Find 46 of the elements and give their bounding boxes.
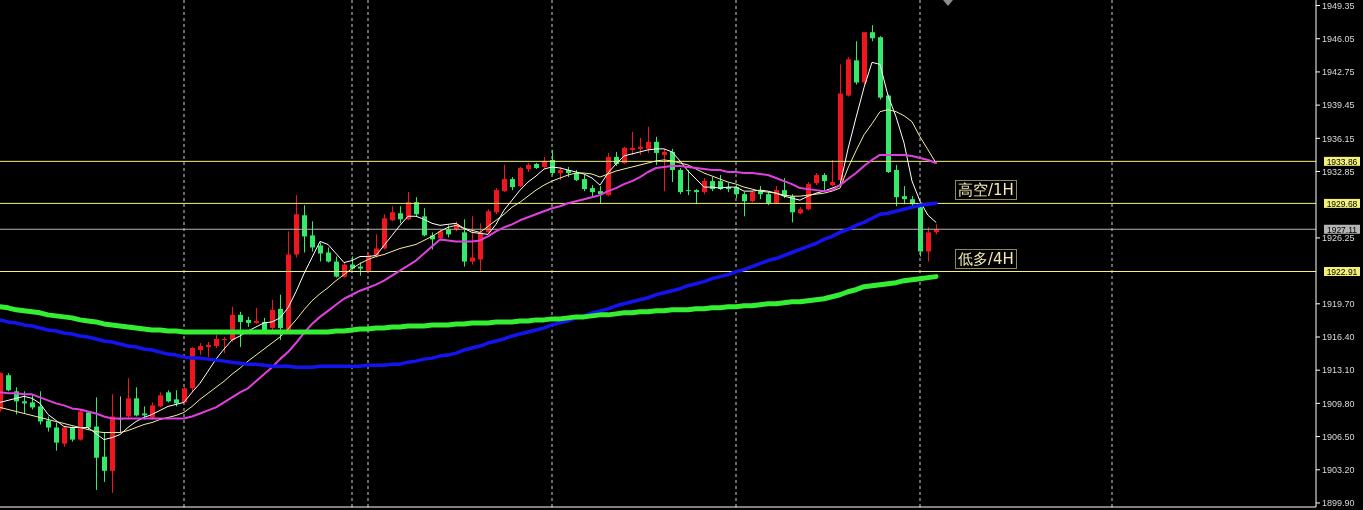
y-tick-label: 1936.15 (1322, 133, 1355, 144)
line-series (0, 153, 937, 420)
candlestick (126, 377, 131, 420)
candlestick (686, 169, 691, 196)
candlestick (662, 148, 667, 192)
candlestick (646, 126, 651, 154)
candlestick (238, 311, 243, 348)
candlestick (54, 422, 59, 452)
candlestick (318, 241, 323, 263)
candlestick (518, 166, 523, 188)
y-tick-label: 1909.80 (1322, 398, 1355, 409)
y-tick-label: 1903.20 (1322, 464, 1355, 475)
candlestick (926, 226, 931, 263)
candlestick (62, 426, 67, 448)
label-box: 低多/4H (955, 249, 1017, 269)
candlestick (6, 372, 11, 392)
candlestick (334, 256, 339, 279)
candlestick (22, 390, 27, 414)
candlestick (470, 215, 475, 266)
y-tick-label: 1949.35 (1322, 0, 1355, 11)
y-tick-label: 1919.70 (1322, 298, 1355, 309)
y-tick-label: 1913.10 (1322, 365, 1355, 376)
y-tick-label: 1939.45 (1322, 100, 1355, 111)
candlestick (854, 40, 859, 85)
candlestick (134, 386, 139, 417)
candlestick (678, 167, 683, 195)
y-tick-label: 1946.05 (1322, 33, 1355, 44)
candlestick (742, 191, 747, 217)
candlestick (494, 187, 499, 215)
y-tick-label: 1916.40 (1322, 332, 1355, 343)
y-tick-label: 1906.50 (1322, 431, 1355, 442)
candlestick (830, 159, 835, 187)
y-tick-label: 1942.75 (1322, 67, 1355, 78)
candlestick (630, 131, 635, 156)
label-box: 高空/1H (955, 180, 1017, 200)
y-tick-label: 1899.90 (1322, 498, 1355, 509)
candlestick (502, 164, 507, 193)
candlestick (902, 185, 907, 205)
y-tick-label: 1932.85 (1322, 166, 1355, 177)
y-tick-label: 1926.25 (1322, 233, 1355, 244)
candlestick (102, 432, 107, 483)
candlestick (414, 196, 419, 217)
candlestick (302, 204, 307, 253)
candlestick (310, 220, 315, 252)
line-series (0, 201, 938, 369)
candlestick (270, 299, 275, 331)
